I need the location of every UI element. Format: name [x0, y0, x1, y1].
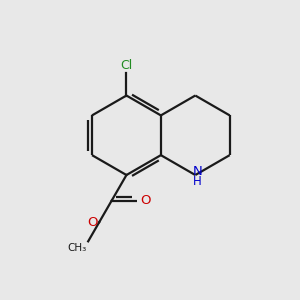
Text: H: H	[193, 175, 202, 188]
Text: CH₃: CH₃	[68, 243, 87, 253]
Text: N: N	[193, 165, 202, 178]
Text: O: O	[87, 216, 98, 229]
Text: O: O	[140, 194, 151, 207]
Text: Cl: Cl	[120, 59, 133, 72]
